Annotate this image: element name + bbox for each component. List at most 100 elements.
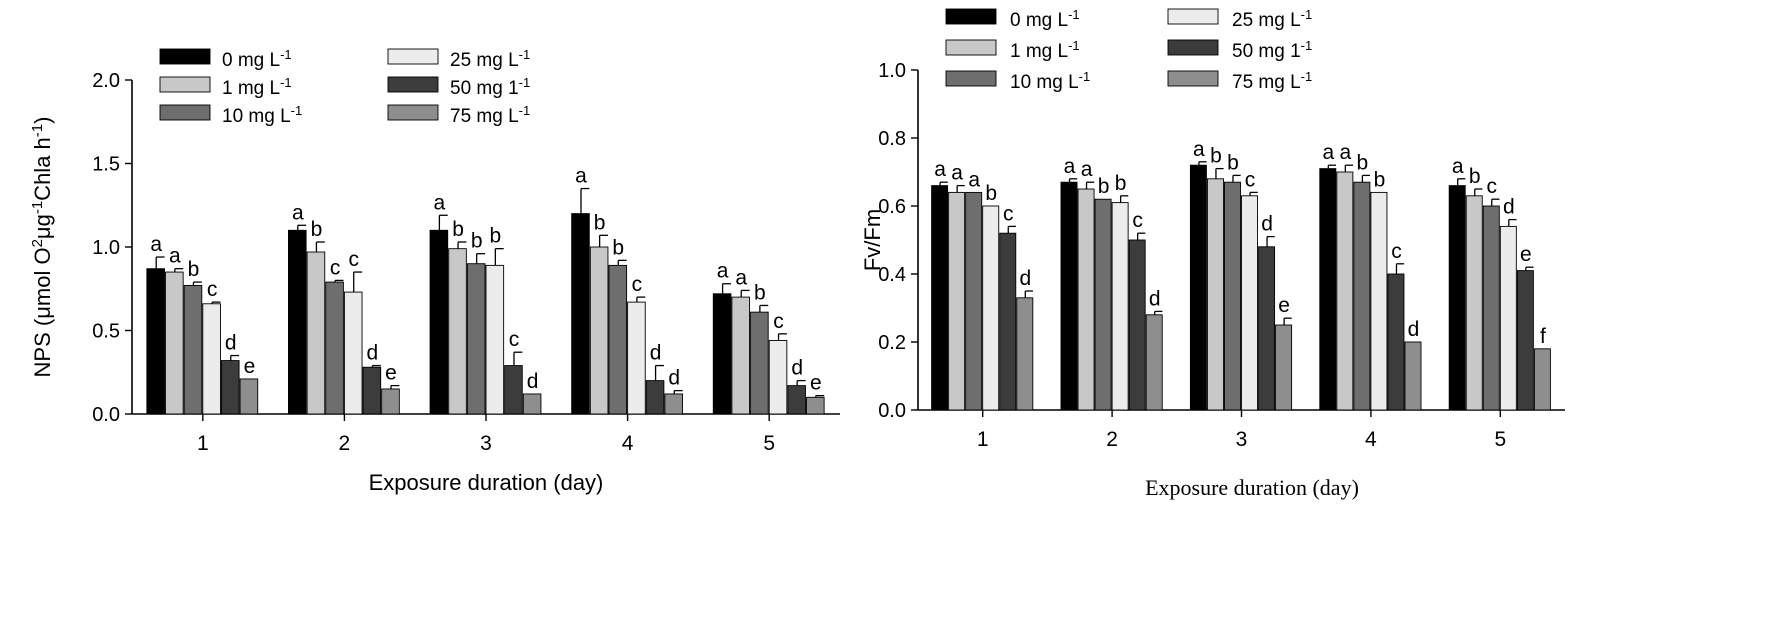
significance-letter: a (1322, 141, 1334, 164)
bar (589, 246, 609, 415)
significance-letter: b (594, 211, 606, 234)
x-tick-label: 2 (1106, 428, 1118, 451)
bar (1224, 181, 1241, 411)
x-tick-label: 3 (1236, 428, 1248, 451)
bar (1533, 348, 1551, 411)
bar (343, 291, 363, 415)
significance-letter: a (1339, 141, 1351, 164)
bar (1482, 205, 1500, 411)
legend-swatch (387, 48, 439, 65)
y-tick-label: 0.4 (878, 264, 906, 286)
legend-swatch (945, 39, 997, 56)
bar (202, 303, 221, 415)
significance-letter: d (668, 367, 680, 390)
fvfm-bar-chart: 0.00.20.40.60.81.01 2 3 4 5a aa aaa ab aba bb bcb b… (860, 7, 1565, 500)
legend-label: 50 mg 1-1 (450, 75, 530, 100)
significance-letter: d (1261, 213, 1273, 236)
significance-letter: b (188, 258, 200, 281)
legend-label: 10 mg L-1 (1010, 69, 1090, 94)
significance-letter: c (1391, 240, 1402, 263)
bar (429, 229, 449, 415)
y-tick-label: 2.0 (92, 70, 120, 92)
y-tick-label: 0.5 (92, 321, 120, 343)
y-tick-label: 0.8 (878, 128, 906, 150)
significance-letter: a (434, 191, 446, 214)
bar (239, 378, 259, 415)
significance-letter: b (1469, 165, 1481, 188)
bar (1387, 273, 1405, 411)
bar (1016, 297, 1034, 411)
significance-letter: a (292, 201, 304, 224)
x-axis-title: Exposure duration (day) (369, 470, 604, 495)
x-tick-label: 4 (622, 432, 634, 455)
bar (608, 264, 628, 415)
y-tick-label: 0.0 (878, 400, 906, 422)
bar (1111, 202, 1129, 411)
y-tick-label: 0.2 (878, 332, 906, 354)
x-tick-label: 5 (763, 432, 775, 455)
significance-letter: b (1374, 168, 1386, 191)
bar (485, 264, 505, 415)
bar (931, 185, 949, 411)
y-axis-title: Fv/Fm (860, 209, 885, 271)
bar (645, 380, 665, 415)
bar (1465, 195, 1483, 411)
significance-letter: b (311, 218, 323, 241)
significance-letter: b (1115, 172, 1127, 195)
bar (965, 191, 983, 411)
bar (362, 366, 382, 415)
significance-letter: b (985, 182, 997, 205)
y-tick-label: 1.5 (92, 154, 120, 176)
y-tick-label: 1.0 (92, 237, 120, 259)
significance-letter: a (717, 260, 729, 283)
x-tick-label: 1 (197, 432, 209, 455)
legend-swatch (945, 8, 997, 25)
x-tick-label: 3 (480, 432, 492, 455)
bar (448, 248, 467, 415)
bar (571, 213, 590, 415)
x-axis-title: Exposure duration (day) (1145, 475, 1359, 500)
legend-swatch (159, 104, 211, 121)
bar (381, 388, 400, 415)
bar (768, 340, 788, 415)
bar (1336, 171, 1354, 411)
significance-letter: d (1503, 196, 1515, 219)
significance-letter: d (650, 342, 662, 365)
significance-letter: b (1098, 175, 1110, 198)
bar (504, 365, 523, 415)
significance-letter: a (169, 245, 181, 268)
significance-letter: c (509, 328, 520, 351)
significance-letter: b (452, 218, 464, 241)
bar (1145, 314, 1163, 411)
legend-label: 0 mg L-1 (222, 47, 292, 72)
x-tick-label: 5 (1494, 428, 1506, 451)
significance-letter: a (951, 162, 963, 185)
bar (1516, 270, 1534, 411)
significance-letter: b (754, 281, 766, 304)
bar (1370, 191, 1388, 411)
significance-letter: d (1149, 287, 1161, 310)
significance-letter: b (1357, 151, 1369, 174)
significance-letter: f (1540, 325, 1546, 348)
bar (220, 360, 240, 415)
legend-swatch (1167, 8, 1219, 25)
significance-letter: d (367, 342, 379, 365)
significance-letter: e (810, 372, 822, 395)
bar (1060, 181, 1078, 411)
bar (712, 293, 732, 415)
bar (627, 301, 646, 415)
bar (466, 263, 486, 415)
significance-letter: e (1520, 243, 1532, 266)
significance-letter: b (471, 230, 483, 253)
x-tick-label: 1 (977, 428, 989, 451)
significance-letter: b (489, 225, 501, 248)
bar (1353, 181, 1371, 411)
significance-letter: a (575, 165, 587, 188)
legend-label: 75 mg L-1 (1232, 69, 1312, 94)
y-axis-title: NPS (μmol O2μg-1Chla h-1) (29, 117, 56, 378)
legend-swatch (159, 48, 211, 65)
bar (1206, 178, 1224, 411)
significance-letter: c (330, 256, 341, 279)
